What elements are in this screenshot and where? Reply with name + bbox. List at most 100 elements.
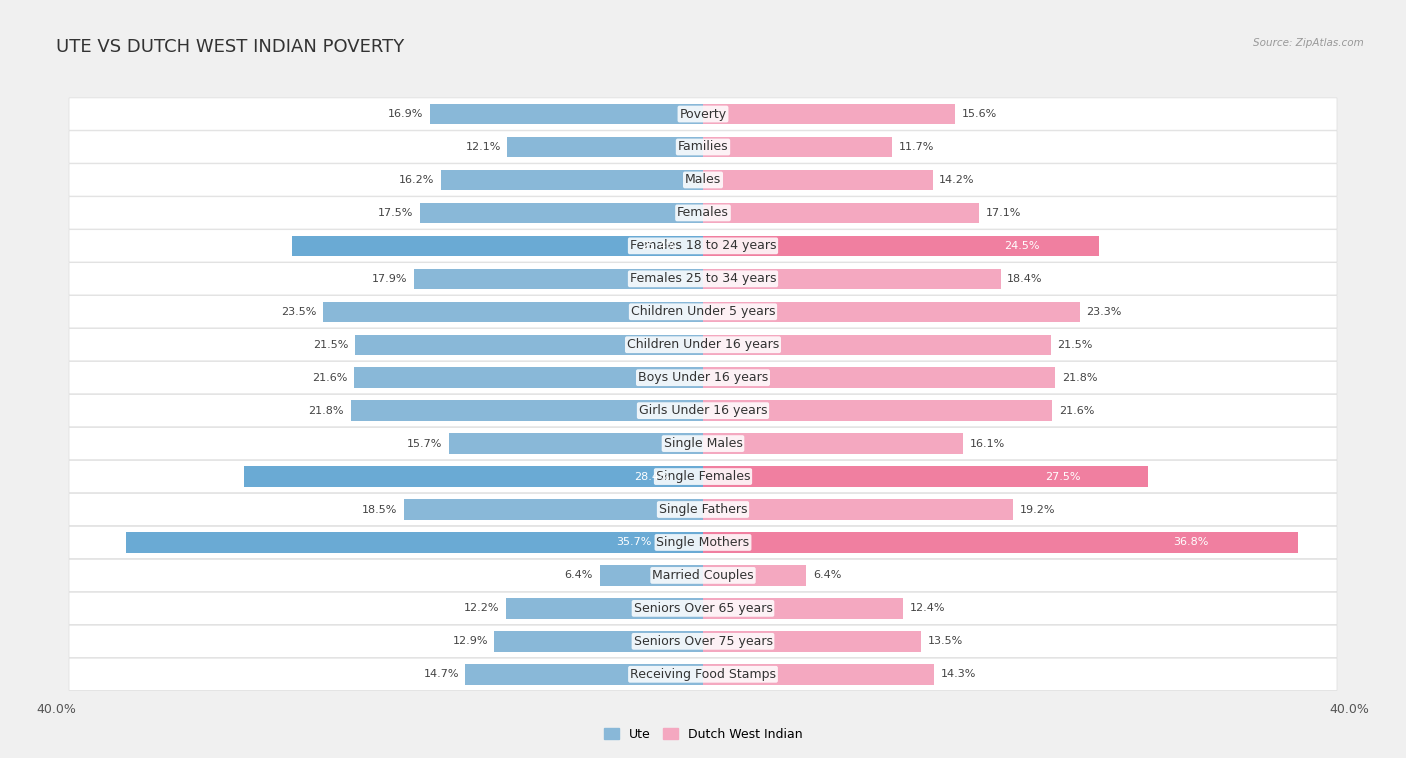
Text: 21.8%: 21.8%: [308, 406, 344, 415]
FancyBboxPatch shape: [69, 362, 1337, 394]
Text: 14.2%: 14.2%: [939, 175, 974, 185]
Bar: [354, 368, 703, 388]
FancyBboxPatch shape: [69, 328, 1337, 361]
FancyBboxPatch shape: [69, 493, 1337, 525]
FancyBboxPatch shape: [69, 526, 1337, 559]
Bar: [703, 664, 934, 684]
Text: Married Couples: Married Couples: [652, 569, 754, 582]
Text: 12.2%: 12.2%: [464, 603, 499, 613]
FancyBboxPatch shape: [69, 263, 1337, 295]
Bar: [703, 202, 980, 223]
Text: UTE VS DUTCH WEST INDIAN POVERTY: UTE VS DUTCH WEST INDIAN POVERTY: [56, 38, 405, 56]
Text: 12.1%: 12.1%: [465, 142, 501, 152]
Bar: [441, 170, 703, 190]
Bar: [292, 236, 703, 256]
Bar: [599, 565, 703, 586]
Bar: [404, 500, 703, 520]
Bar: [356, 334, 703, 355]
Bar: [243, 466, 703, 487]
Legend: Ute, Dutch West Indian: Ute, Dutch West Indian: [599, 722, 807, 746]
Bar: [703, 302, 1080, 322]
FancyBboxPatch shape: [69, 197, 1337, 229]
Text: Females 25 to 34 years: Females 25 to 34 years: [630, 272, 776, 285]
Text: 6.4%: 6.4%: [813, 571, 841, 581]
Bar: [508, 136, 703, 157]
Bar: [703, 136, 893, 157]
Bar: [350, 400, 703, 421]
Bar: [703, 236, 1099, 256]
Text: 12.4%: 12.4%: [910, 603, 945, 613]
Bar: [703, 500, 1014, 520]
Text: 14.7%: 14.7%: [423, 669, 458, 679]
Text: 36.8%: 36.8%: [1174, 537, 1209, 547]
Text: Children Under 5 years: Children Under 5 years: [631, 305, 775, 318]
Text: Boys Under 16 years: Boys Under 16 years: [638, 371, 768, 384]
Bar: [495, 631, 703, 652]
Text: Single Mothers: Single Mothers: [657, 536, 749, 549]
Text: 23.5%: 23.5%: [281, 307, 316, 317]
Bar: [413, 268, 703, 289]
FancyBboxPatch shape: [69, 98, 1337, 130]
Text: Poverty: Poverty: [679, 108, 727, 121]
Text: 16.2%: 16.2%: [399, 175, 434, 185]
Text: 24.5%: 24.5%: [1004, 241, 1039, 251]
Text: 21.8%: 21.8%: [1062, 373, 1098, 383]
Text: Children Under 16 years: Children Under 16 years: [627, 338, 779, 351]
Text: Receiving Food Stamps: Receiving Food Stamps: [630, 668, 776, 681]
Text: 35.7%: 35.7%: [616, 537, 652, 547]
Text: 21.5%: 21.5%: [314, 340, 349, 349]
Bar: [703, 368, 1056, 388]
Text: 15.6%: 15.6%: [962, 109, 997, 119]
Text: 16.9%: 16.9%: [388, 109, 423, 119]
Text: 15.7%: 15.7%: [408, 439, 443, 449]
FancyBboxPatch shape: [69, 394, 1337, 427]
Text: 16.1%: 16.1%: [970, 439, 1005, 449]
Text: 19.2%: 19.2%: [1019, 505, 1056, 515]
FancyBboxPatch shape: [69, 428, 1337, 460]
Text: 17.5%: 17.5%: [378, 208, 413, 218]
Bar: [465, 664, 703, 684]
Text: Single Males: Single Males: [664, 437, 742, 450]
FancyBboxPatch shape: [69, 164, 1337, 196]
Bar: [703, 598, 904, 619]
Text: 12.9%: 12.9%: [453, 636, 488, 647]
Text: 17.9%: 17.9%: [371, 274, 408, 283]
Bar: [125, 532, 703, 553]
Text: 13.5%: 13.5%: [928, 636, 963, 647]
FancyBboxPatch shape: [69, 559, 1337, 591]
FancyBboxPatch shape: [69, 230, 1337, 262]
Text: 11.7%: 11.7%: [898, 142, 934, 152]
Bar: [420, 202, 703, 223]
Text: 21.6%: 21.6%: [312, 373, 347, 383]
Text: 6.4%: 6.4%: [565, 571, 593, 581]
Bar: [703, 334, 1050, 355]
FancyBboxPatch shape: [69, 131, 1337, 163]
Text: 18.5%: 18.5%: [361, 505, 398, 515]
Text: Source: ZipAtlas.com: Source: ZipAtlas.com: [1253, 38, 1364, 48]
FancyBboxPatch shape: [69, 296, 1337, 328]
Bar: [703, 532, 1298, 553]
Bar: [449, 434, 703, 454]
Text: Families: Families: [678, 140, 728, 153]
Text: Girls Under 16 years: Girls Under 16 years: [638, 404, 768, 417]
Bar: [323, 302, 703, 322]
Bar: [703, 400, 1052, 421]
Text: 14.3%: 14.3%: [941, 669, 976, 679]
Bar: [703, 268, 1001, 289]
Text: 17.1%: 17.1%: [986, 208, 1021, 218]
Bar: [703, 104, 955, 124]
Text: Single Females: Single Females: [655, 470, 751, 483]
Text: Seniors Over 65 years: Seniors Over 65 years: [634, 602, 772, 615]
FancyBboxPatch shape: [69, 592, 1337, 625]
Text: 27.5%: 27.5%: [1046, 471, 1081, 481]
Text: Females: Females: [678, 206, 728, 219]
Text: Seniors Over 75 years: Seniors Over 75 years: [634, 635, 772, 648]
Text: Single Fathers: Single Fathers: [659, 503, 747, 516]
Text: Females 18 to 24 years: Females 18 to 24 years: [630, 240, 776, 252]
Bar: [703, 565, 807, 586]
Text: 21.5%: 21.5%: [1057, 340, 1092, 349]
Bar: [703, 631, 921, 652]
Text: 18.4%: 18.4%: [1007, 274, 1042, 283]
Bar: [506, 598, 703, 619]
Bar: [703, 434, 963, 454]
